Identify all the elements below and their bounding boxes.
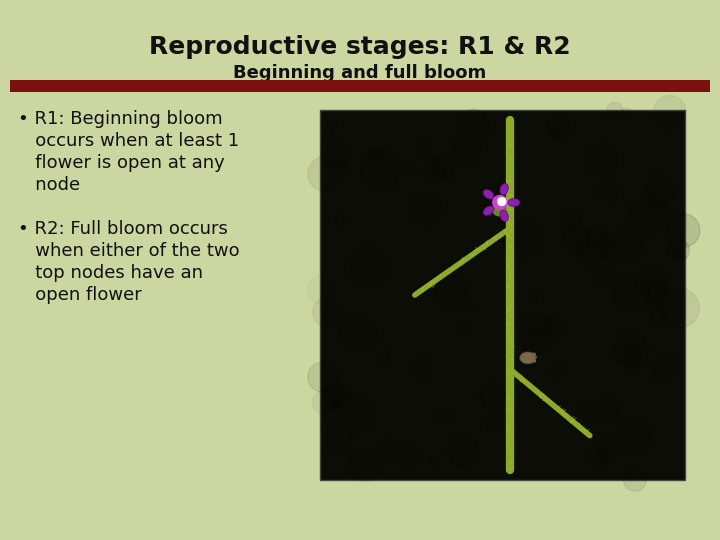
Circle shape	[562, 226, 590, 254]
Circle shape	[614, 230, 642, 258]
Text: node: node	[18, 176, 80, 194]
Circle shape	[624, 468, 647, 491]
Circle shape	[312, 299, 341, 326]
Circle shape	[562, 210, 580, 228]
Circle shape	[410, 193, 441, 224]
Circle shape	[580, 401, 595, 416]
Circle shape	[447, 435, 479, 466]
Ellipse shape	[520, 352, 536, 364]
Circle shape	[417, 141, 431, 155]
Circle shape	[379, 440, 397, 457]
Text: open flower: open flower	[18, 286, 142, 304]
Circle shape	[399, 445, 420, 467]
Circle shape	[531, 359, 539, 366]
Circle shape	[589, 449, 608, 468]
Circle shape	[528, 326, 543, 341]
Circle shape	[621, 108, 631, 119]
Circle shape	[587, 144, 618, 176]
Circle shape	[613, 275, 649, 312]
Circle shape	[630, 194, 669, 233]
Circle shape	[650, 306, 667, 322]
Circle shape	[619, 342, 642, 366]
Circle shape	[429, 456, 439, 466]
Circle shape	[552, 362, 566, 376]
Circle shape	[323, 425, 352, 454]
Circle shape	[411, 357, 432, 377]
Circle shape	[654, 96, 686, 128]
Bar	[320, 110, 685, 480]
Circle shape	[503, 219, 541, 258]
Circle shape	[330, 400, 340, 410]
Ellipse shape	[483, 206, 494, 215]
Circle shape	[485, 418, 498, 430]
Circle shape	[654, 172, 661, 179]
Text: when either of the two: when either of the two	[18, 242, 240, 260]
Circle shape	[598, 436, 622, 461]
Circle shape	[349, 449, 382, 481]
Text: top nodes have an: top nodes have an	[18, 264, 203, 282]
Circle shape	[621, 422, 652, 453]
Circle shape	[328, 386, 344, 402]
Ellipse shape	[492, 206, 507, 217]
Circle shape	[334, 393, 373, 432]
Circle shape	[492, 195, 507, 210]
Circle shape	[480, 384, 505, 409]
Circle shape	[436, 275, 467, 306]
Circle shape	[644, 179, 673, 209]
Circle shape	[598, 179, 619, 200]
Ellipse shape	[500, 210, 508, 221]
Circle shape	[340, 314, 377, 351]
Circle shape	[403, 162, 411, 170]
Ellipse shape	[528, 353, 536, 359]
Circle shape	[371, 253, 381, 263]
Circle shape	[518, 316, 556, 353]
Circle shape	[666, 213, 700, 247]
Text: Beginning and full bloom: Beginning and full bloom	[233, 64, 487, 82]
Text: • R1: Beginning bloom: • R1: Beginning bloom	[18, 110, 222, 128]
Ellipse shape	[500, 184, 508, 195]
Circle shape	[498, 198, 505, 206]
Text: Reproductive stages: R1 & R2: Reproductive stages: R1 & R2	[149, 35, 571, 59]
Bar	[10, 80, 710, 92]
Circle shape	[433, 408, 450, 424]
Circle shape	[307, 157, 343, 192]
Ellipse shape	[483, 190, 494, 199]
Circle shape	[674, 250, 682, 258]
Circle shape	[432, 157, 455, 179]
Circle shape	[652, 356, 678, 381]
Circle shape	[546, 115, 570, 138]
Circle shape	[324, 380, 351, 407]
Circle shape	[369, 148, 384, 164]
Circle shape	[644, 282, 668, 306]
Text: occurs when at least 1: occurs when at least 1	[18, 132, 239, 150]
Circle shape	[350, 247, 390, 287]
Circle shape	[552, 126, 562, 138]
Ellipse shape	[528, 355, 537, 360]
Circle shape	[667, 239, 690, 261]
Ellipse shape	[528, 357, 536, 363]
Circle shape	[336, 215, 348, 228]
Text: • R2: Full bloom occurs: • R2: Full bloom occurs	[18, 220, 228, 238]
Circle shape	[636, 268, 667, 300]
Circle shape	[307, 362, 338, 392]
Ellipse shape	[508, 199, 520, 206]
Circle shape	[597, 266, 618, 287]
Circle shape	[458, 109, 489, 141]
Text: flower is open at any: flower is open at any	[18, 154, 225, 172]
Circle shape	[361, 151, 400, 191]
Circle shape	[660, 288, 699, 328]
Circle shape	[607, 103, 623, 118]
